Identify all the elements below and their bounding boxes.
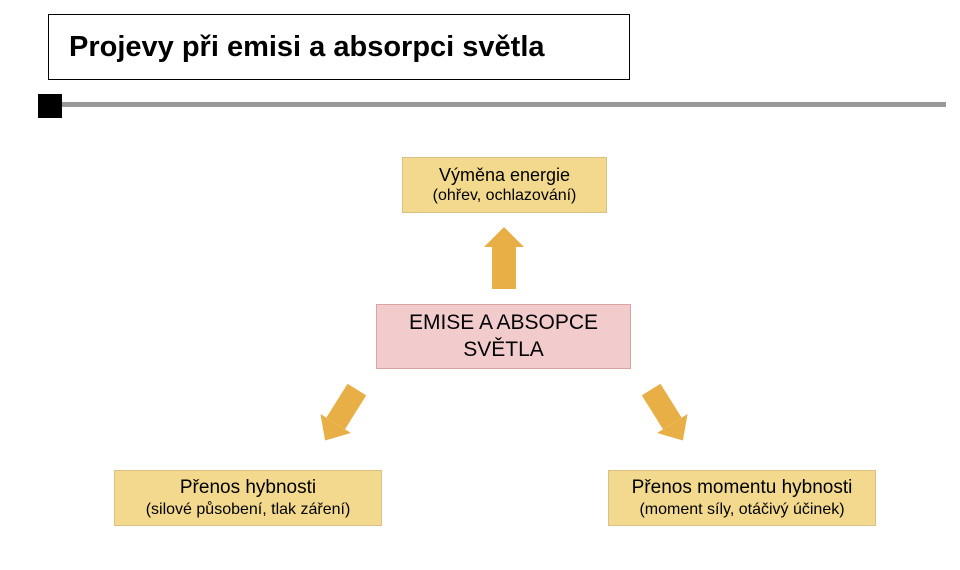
bullet-marker: [38, 94, 62, 118]
node-momentum-transfer: Přenos hybnosti (silové působení, tlak z…: [114, 470, 382, 526]
arrow-center-to-right: [642, 384, 692, 447]
node-left-line2: (silové působení, tlak záření): [146, 500, 351, 520]
node-right-line1: Přenos momentu hybnosti: [632, 476, 853, 500]
node-angular-momentum-transfer: Přenos momentu hybnosti (moment síly, ot…: [608, 470, 876, 526]
page-title: Projevy při emisi a absorpci světla: [69, 31, 545, 64]
node-center-line2: SVĚTLA: [463, 337, 544, 363]
rule-thin: [62, 106, 946, 107]
node-left-line1: Přenos hybnosti: [180, 476, 316, 500]
node-energy-line1: Výměna energie: [439, 164, 570, 187]
arrow-center-to-top: [492, 227, 516, 289]
node-center-line1: EMISE A ABSOPCE: [409, 310, 598, 336]
node-energy-exchange: Výměna energie (ohřev, ochlazování): [402, 157, 607, 213]
node-right-line2: (moment síly, otáčivý účinek): [639, 500, 844, 520]
arrow-center-to-left: [316, 384, 366, 447]
title-frame: Projevy při emisi a absorpci světla: [48, 14, 630, 80]
node-energy-line2: (ohřev, ochlazování): [433, 186, 577, 206]
node-emission-absorption: EMISE A ABSOPCE SVĚTLA: [376, 304, 631, 369]
